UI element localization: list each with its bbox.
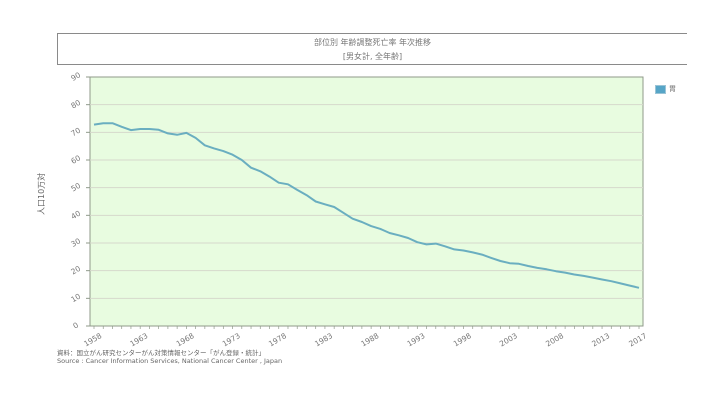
svg-text:90: 90: [69, 70, 82, 83]
svg-text:2013: 2013: [590, 331, 611, 348]
x-axis-ticks: 1958 1963 1968 1973 1978 1983 1988 1993 1998 2003…: [82, 326, 648, 349]
chart-title-box: 部位別 年齢調整死亡率 年次推移 [男女計, 全年齢]: [57, 33, 687, 65]
svg-text:1958: 1958: [82, 331, 103, 348]
svg-text:30: 30: [69, 236, 82, 249]
svg-text:1968: 1968: [175, 331, 196, 348]
svg-text:70: 70: [69, 126, 82, 139]
svg-text:2008: 2008: [544, 331, 565, 348]
svg-text:1988: 1988: [359, 331, 380, 348]
y-axis-label: 人口10万対: [37, 172, 46, 215]
svg-text:1998: 1998: [452, 331, 473, 348]
svg-text:80: 80: [69, 98, 82, 111]
svg-text:1983: 1983: [313, 331, 334, 348]
svg-text:10: 10: [69, 292, 82, 305]
legend-label: 胃: [669, 85, 676, 93]
svg-text:1973: 1973: [221, 331, 242, 348]
series-line-stomach: [93, 122, 640, 289]
svg-text:20: 20: [69, 264, 82, 277]
svg-text:2017: 2017: [627, 331, 648, 348]
svg-text:1993: 1993: [406, 331, 427, 348]
svg-text:1963: 1963: [128, 331, 149, 348]
chart-title: 部位別 年齢調整死亡率 年次推移: [313, 38, 432, 47]
svg-text:2003: 2003: [498, 331, 519, 348]
svg-text:1978: 1978: [267, 331, 288, 348]
svg-text:60: 60: [69, 153, 82, 166]
legend: 胃: [655, 84, 676, 94]
legend-swatch: [655, 84, 666, 94]
chart-subtitle: [男女計, 全年齢]: [342, 52, 403, 61]
svg-text:50: 50: [69, 181, 82, 194]
plot-area: [89, 76, 644, 327]
svg-text:40: 40: [69, 209, 82, 222]
source-line-ja: 資料：国立がん研究センターがん対策情報センター「がん登録・統計」: [57, 349, 265, 357]
svg-text:0: 0: [71, 320, 80, 330]
source-note: 資料：国立がん研究センターがん対策情報センター「がん登録・統計」 Source …: [57, 349, 282, 365]
y-axis-ticks: 0 10 20 30 40 50 60 70 80 90: [69, 70, 90, 331]
source-line-en: Source : Cancer Information Services, Na…: [57, 357, 283, 365]
grid-lines: [90, 104, 643, 299]
